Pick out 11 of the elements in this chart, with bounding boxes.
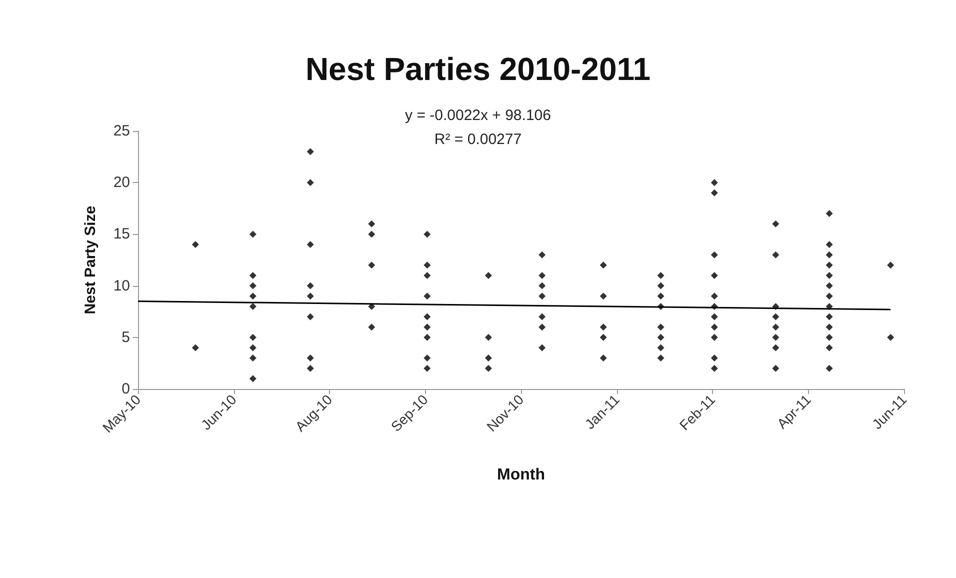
y-tick-label: 5 (122, 328, 130, 346)
y-tick-label: 15 (113, 226, 130, 243)
y-tick-label: 25 (113, 122, 130, 140)
x-axis-title: Month (497, 466, 545, 484)
chart-title: Nest Parties 2010-2011 (305, 51, 651, 87)
text: y = -0.0022x + 98.106 (405, 107, 551, 124)
y-tick-label: 20 (113, 174, 130, 192)
y-tick-label: 10 (113, 277, 130, 294)
y-axis-title: Nest Party Size (82, 206, 99, 314)
y-tick-label: 0 (122, 380, 130, 398)
annotation: R² = 0.00277 (434, 131, 522, 148)
